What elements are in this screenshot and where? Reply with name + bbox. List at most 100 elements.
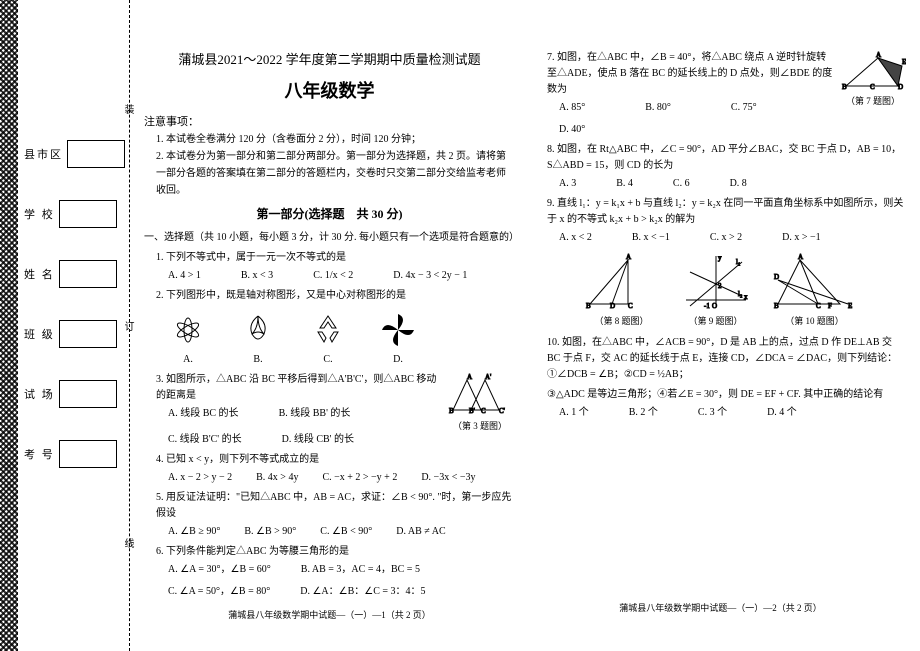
opt: C. 6 xyxy=(673,176,690,192)
decorative-strip xyxy=(0,0,18,651)
opt: C. ∠A = 50°，∠B = 80° xyxy=(168,584,270,600)
info-row: 班 级 xyxy=(24,320,129,348)
q10-stem2: ③△ADC 是等边三角形；④若∠E = 30°，则 DE = EF + CF. … xyxy=(547,387,906,403)
q10-opts: A. 1 个 B. 2 个 C. 3 个 D. 4 个 xyxy=(559,405,906,421)
opt: D. AB ≠ AC xyxy=(396,524,445,540)
svg-text:O: O xyxy=(712,302,717,310)
opt-label: C. xyxy=(323,354,332,365)
opt: C. 线段 B'C' 的长 xyxy=(168,432,242,448)
svg-text:A: A xyxy=(626,253,631,261)
label-county: 县市区 xyxy=(24,146,63,162)
q1-opts: A. 4 > 1 B. x < 3 C. 1/x < 2 D. 4x − 3 <… xyxy=(168,268,515,284)
notice-item: 1. 本试卷全卷满分 120 分（含卷面分 2 分），时间 120 分钟； xyxy=(156,131,515,148)
svg-text:B: B xyxy=(774,302,779,310)
svg-text:E: E xyxy=(848,302,852,310)
svg-text:y: y xyxy=(718,254,722,262)
q8-stem: 8. 如图，在 Rt△ABC 中，∠C = 90°，AD 平分∠BAC，交 BC… xyxy=(547,142,906,174)
footer-left: 蒲城县八年级数学期中试题—（一）—1（共 2 页） xyxy=(144,608,515,622)
svg-text:A: A xyxy=(467,373,472,381)
opt: C. 1/x < 2 xyxy=(313,268,353,284)
q3-stem: A A' B B' C C' （第 3 题图） 3. 如图所示，△ABC 沿 B… xyxy=(156,372,515,404)
svg-text:C: C xyxy=(628,302,633,310)
footer-right: 蒲城县八年级数学期中试题—（一）—2（共 2 页） xyxy=(535,601,906,615)
opt: C. 3 个 xyxy=(698,405,727,421)
q2-shapes: A. B. C. D. xyxy=(168,310,515,368)
notice-list: 1. 本试卷全卷满分 120 分（含卷面分 2 分），时间 120 分钟； 2.… xyxy=(156,131,515,199)
q10-stem: 10. 如图，在△ABC 中，∠ACB = 90°，D 是 AB 上的点，过点 … xyxy=(547,335,906,383)
section-intro: 一、选择题（共 10 小题，每小题 3 分，计 30 分. 每小题只有一个选项是… xyxy=(144,230,515,246)
opt: B. x < 3 xyxy=(241,268,273,284)
opt-label: A. xyxy=(183,354,193,365)
opt: C. ∠B < 90° xyxy=(320,524,372,540)
svg-text:C: C xyxy=(870,83,875,90)
shape-recycle-icon: C. xyxy=(308,310,348,368)
q1-stem: 1. 下列不等式中，属于一元一次不等式的是 xyxy=(156,250,515,266)
opt: B. x < −1 xyxy=(632,230,670,246)
info-row: 姓 名 xyxy=(24,260,129,288)
q7-stem: A B C D E （第 7 题图） 7. 如图，在△ABC 中，∠B = 40… xyxy=(547,50,906,98)
exam-subject: 八年级数学 xyxy=(144,77,515,106)
opt: A. 3 xyxy=(559,176,576,192)
info-row: 考 号 xyxy=(24,440,129,468)
opt: A. x < 2 xyxy=(559,230,592,246)
opt: A. 线段 BC 的长 xyxy=(168,406,239,422)
opt: D. −3x < −3y xyxy=(421,470,475,486)
svg-text:B: B xyxy=(449,407,454,414)
q2-stem: 2. 下列图形中，既是轴对称图形，又是中心对称图形的是 xyxy=(156,288,515,304)
input-box[interactable] xyxy=(59,320,117,348)
caption: （第 10 题图） xyxy=(770,314,860,328)
opt: A. x − 2 > y − 2 xyxy=(168,470,232,486)
svg-text:2: 2 xyxy=(718,282,722,290)
opt: C. 75° xyxy=(731,100,757,116)
input-box[interactable] xyxy=(59,440,117,468)
svg-text:F: F xyxy=(828,302,832,310)
svg-text:C: C xyxy=(816,302,821,310)
svg-text:B: B xyxy=(842,83,847,90)
caption: （第 7 题图） xyxy=(840,94,906,108)
svg-text:D: D xyxy=(610,302,615,310)
svg-text:C: C xyxy=(481,407,486,414)
input-box[interactable] xyxy=(59,380,117,408)
page-2: A B C D E （第 7 题图） 7. 如图，在△ABC 中，∠B = 40… xyxy=(535,10,906,641)
svg-text:B: B xyxy=(586,302,591,310)
svg-text:l₁: l₁ xyxy=(736,258,740,266)
opt-label: D. xyxy=(393,354,403,365)
label-school: 学 校 xyxy=(24,206,55,222)
opt: D. 线段 CB' 的长 xyxy=(282,432,354,448)
q7-opts: A. 85° B. 80° C. 75° D. 40° xyxy=(559,100,819,138)
svg-text:-1: -1 xyxy=(704,302,710,310)
svg-text:l₂: l₂ xyxy=(738,290,743,298)
page-1: 蒲城县2021～2022 学年度第二学期期中质量检测试题 八年级数学 注意事项：… xyxy=(144,10,515,641)
q6-opts: A. ∠A = 30°，∠B = 60° B. AB = 3，AC = 4，BC… xyxy=(168,562,515,600)
opt: B. 80° xyxy=(645,100,671,116)
caption: （第 9 题图） xyxy=(676,314,756,328)
input-box[interactable] xyxy=(59,200,117,228)
q4-opts: A. x − 2 > y − 2 B. 4x > 4y C. −x + 2 > … xyxy=(168,470,515,486)
q7-diagram: A B C D E （第 7 题图） xyxy=(840,50,906,109)
opt: D. x > −1 xyxy=(782,230,821,246)
opt: A. ∠A = 30°，∠B = 60° xyxy=(168,562,271,578)
opt: B. 线段 BB' 的长 xyxy=(279,406,351,422)
opt: C. x > 2 xyxy=(710,230,742,246)
opt: D. 8 xyxy=(730,176,747,192)
opt: B. ∠B > 90° xyxy=(244,524,296,540)
q6-stem: 6. 下列条件能判定△ABC 为等腰三角形的是 xyxy=(156,544,515,560)
svg-text:A: A xyxy=(876,51,881,59)
input-box[interactable] xyxy=(67,140,125,168)
input-box[interactable] xyxy=(59,260,117,288)
opt: A. 4 > 1 xyxy=(168,268,201,284)
exam-content: 蒲城县2021～2022 学年度第二学期期中质量检测试题 八年级数学 注意事项：… xyxy=(130,0,920,651)
opt: D. ∠A：∠B：∠C = 3：4：5 xyxy=(300,584,425,600)
q3-diagram: A A' B B' C C' （第 3 题图） xyxy=(445,372,515,433)
q8-diagram: A B D C （第 8 题图） xyxy=(582,252,662,329)
exam-title: 蒲城县2021～2022 学年度第二学期期中质量检测试题 xyxy=(144,50,515,71)
shape-triknot-icon: B. xyxy=(238,310,278,368)
opt: B. 4x > 4y xyxy=(256,470,298,486)
opt: C. −x + 2 > −y + 2 xyxy=(322,470,397,486)
stem-text: 3. 如图所示，△ABC 沿 BC 平移后得到△A'B'C'，则△ABC 移动的… xyxy=(156,374,436,401)
label-id: 考 号 xyxy=(24,446,55,462)
q9-diagram: x y l₁ l₂ -1 2 O （第 9 题图） xyxy=(676,252,756,329)
caption: （第 8 题图） xyxy=(582,314,662,328)
notice-heading: 注意事项： xyxy=(144,114,515,132)
opt: B. 4 xyxy=(616,176,633,192)
